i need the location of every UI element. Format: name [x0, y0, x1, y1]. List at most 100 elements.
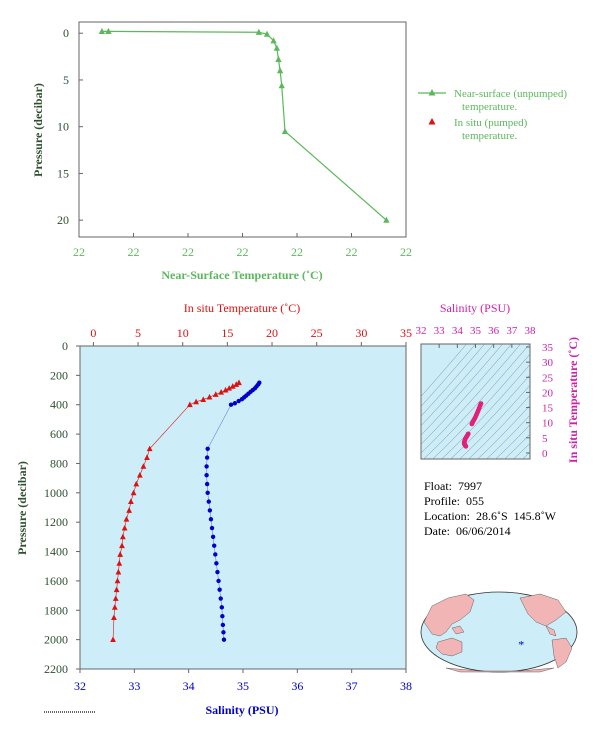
temperature-tick-label: 5 [135, 326, 141, 340]
ts-salinity-tick-label: 35 [470, 325, 482, 337]
temperature-point [115, 568, 122, 575]
ts-salinity-tick-label: 38 [525, 325, 537, 337]
temperature-x-axis-label: In situ Temperature (˚C) [184, 301, 301, 315]
salinity-x-ticks: 32 33 34 35 36 37 38 [74, 669, 412, 693]
salinity-point [220, 622, 226, 628]
temperature-point [193, 398, 199, 405]
salinity-point [216, 578, 221, 584]
pressure-tick-label: 1400 [44, 545, 68, 559]
ts-point [469, 421, 475, 427]
pressure-tick-label: 0 [62, 339, 68, 353]
pressure-y-axis-label: Pressure (decibar) [15, 461, 29, 555]
salinity-tick-label: 38 [400, 679, 412, 693]
temperature-point [126, 507, 133, 513]
temperature-point [136, 472, 143, 478]
temperature-point [200, 396, 207, 402]
ts-y-axis-label: In situ Temperature (˚C) [566, 337, 580, 463]
salinity-point [206, 499, 211, 504]
float-id: Float: 7997 [424, 479, 482, 493]
legend-entry-2-line2: temperature. [462, 130, 518, 142]
ts-contour [421, 344, 503, 436]
salinity-point [204, 464, 209, 469]
near-surface-point [383, 216, 390, 223]
near-surface-x-ticks: 22 22 22 22 22 22 22 [73, 233, 412, 259]
temperature-point [123, 516, 130, 522]
ts-temperature-tick-label: 30 [542, 357, 554, 369]
near-surface-chart: 22 22 22 22 22 22 22 0 5 10 15 20 Near-Surface Tem… [31, 21, 567, 282]
y-tick-label: 10 [57, 120, 69, 134]
temperature-point [112, 595, 119, 601]
y-tick-label: 15 [57, 166, 69, 180]
salinity-x-axis-label: Salinity (PSU) [205, 703, 278, 717]
ts-contour [504, 433, 530, 459]
ts-contour [459, 384, 530, 459]
location: Location: 28.6˚S 145.8˚W [424, 509, 557, 523]
ts-contour [522, 451, 530, 459]
near-surface-series [98, 27, 390, 223]
pressure-tick-label: 2000 [44, 633, 68, 647]
temperature-point [110, 636, 116, 643]
salinity-point [214, 561, 219, 566]
salinity-point [207, 508, 213, 513]
pressure-tick-label: 1600 [44, 574, 68, 588]
temperature-point [121, 524, 128, 531]
ts-contour [477, 404, 530, 459]
temperature-point [233, 381, 240, 387]
ts-contour [495, 424, 530, 459]
ts-temperature-tick-label: 25 [542, 372, 554, 384]
salinity-point [217, 587, 222, 592]
ts-salinity-tick-label: 32 [416, 325, 427, 337]
legend-entry-1-line2: temperature. [462, 101, 518, 113]
x-tick-label: 22 [237, 245, 249, 259]
temperature-point [130, 489, 137, 496]
ts-density-contours [421, 344, 530, 459]
x-tick-label: 22 [400, 245, 412, 259]
near-surface-point [270, 37, 277, 44]
salinity-point [236, 398, 241, 404]
pressure-y-ticks: 0 200 400 600 800 1000 1200 1400 1600 1800 2000 220… [44, 339, 80, 676]
ts-temperature-tick-label: 0 [542, 448, 548, 460]
near-surface-point [255, 28, 262, 35]
near-surface-legend: Near-surface (unpumped) temperature. In … [418, 88, 567, 142]
ts-salinity-tick-label: 34 [452, 325, 464, 337]
salinity-tick-label: 36 [291, 679, 303, 693]
salinity-point [204, 455, 210, 460]
x-tick-label: 22 [291, 245, 303, 259]
temperature-tick-label: 10 [177, 326, 189, 340]
salinity-point [215, 569, 220, 575]
pressure-tick-label: 600 [50, 427, 68, 441]
x-tick-label: 22 [73, 245, 85, 259]
temperature-tick-label: 30 [355, 326, 367, 340]
temperature-point [116, 560, 123, 566]
temperature-tick-label: 20 [266, 326, 278, 340]
salinity-point [232, 401, 238, 406]
ts-contour [421, 344, 494, 427]
pressure-tick-label: 400 [50, 398, 68, 412]
temperature-point [222, 386, 229, 393]
salinity-tick-label: 34 [183, 679, 195, 693]
temperature-point [114, 577, 121, 584]
ts-contour [468, 394, 530, 459]
temperature-point [146, 445, 153, 452]
salinity-tick-label: 37 [346, 679, 358, 693]
y-tick-label: 5 [63, 73, 69, 87]
salinity-point [210, 534, 216, 540]
salinity-point [221, 630, 226, 635]
legend-triangle-swatch [428, 89, 436, 96]
ts-contour [441, 364, 530, 459]
ts-contour [421, 344, 467, 397]
ts-diagram: 32 33 34 35 36 37 38 0 5 10 15 20 25 30 35 Salinity (… [416, 301, 581, 463]
y-tick-label: 20 [57, 213, 69, 227]
salinity-point [218, 596, 223, 601]
temperature-point [133, 480, 140, 487]
temperature-point [206, 393, 213, 400]
pressure-tick-label: 1200 [44, 515, 68, 529]
near-surface-plot-frame [78, 21, 407, 238]
pressure-tick-label: 1800 [44, 603, 68, 617]
salinity-tick-label: 32 [74, 679, 86, 693]
temperature-point [229, 383, 236, 389]
temperature-point [140, 463, 147, 469]
temperature-point [226, 385, 233, 391]
ts-point [463, 443, 469, 449]
